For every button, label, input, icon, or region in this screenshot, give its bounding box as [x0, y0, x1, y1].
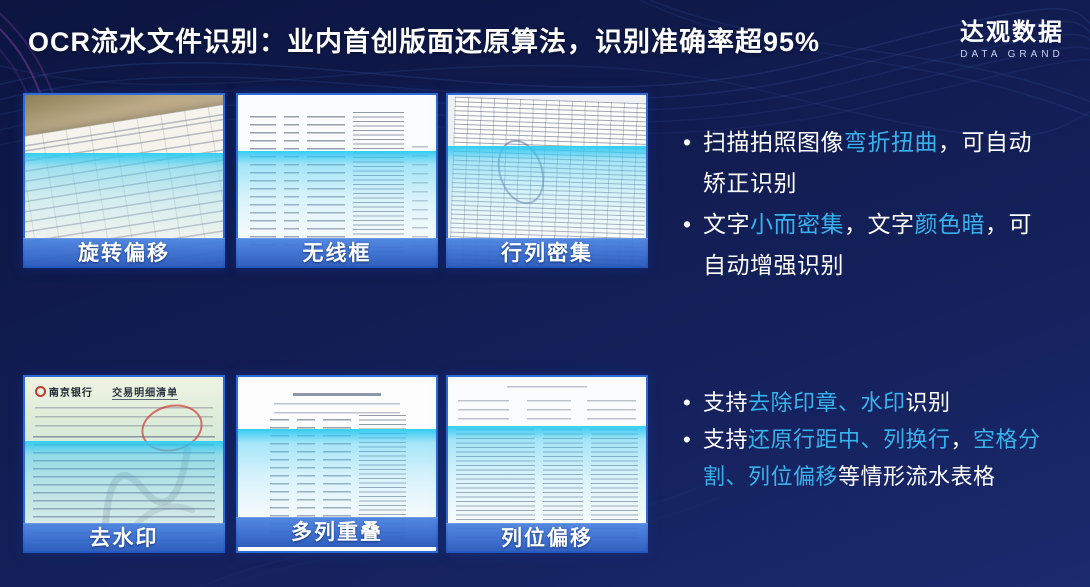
- highlighted-text: 去除印章、水印: [748, 390, 906, 415]
- thumbnail-label: 多列重叠: [236, 517, 438, 547]
- header-text-rows: [507, 385, 587, 393]
- plain-text: ，文字: [844, 211, 915, 237]
- document-title-line: [293, 392, 381, 396]
- thumbnail-label: 行列密集: [446, 238, 648, 268]
- page-title: OCR流水文件识别：业内首创版面还原算法，识别准确率超95%: [28, 27, 821, 57]
- highlighted-text: 颜色暗: [914, 211, 985, 237]
- thumbnail-label: 无线框: [236, 238, 438, 268]
- feature-bullet: 支持还原行距中、列换行，空格分割、列位偏移等情形流水表格: [683, 421, 1075, 495]
- feature-list-bottom: 支持去除印章、水印识别 支持还原行距中、列换行，空格分割、列位偏移等情形流水表格: [683, 384, 1075, 495]
- feature-bullet: 支持去除印章、水印识别: [683, 384, 1075, 421]
- brand-logo-subtitle: DATA GRAND: [960, 49, 1064, 60]
- header-block: [527, 399, 571, 421]
- plain-text: ，可自动增强识别: [703, 211, 1032, 278]
- brand-logo-name: 达观数据: [960, 19, 1064, 46]
- plain-text: ，可自动矫正识别: [703, 129, 1032, 196]
- highlighted-text: 弯折扭曲: [844, 129, 938, 155]
- bank-header: 南京银行: [34, 384, 93, 399]
- plain-text: 识别: [905, 390, 951, 415]
- plain-text: ，: [950, 427, 974, 452]
- highlighted-text: 还原行距中、列换行: [748, 427, 951, 452]
- feature-bullet: 扫描拍照图像弯折扭曲，可自动矫正识别: [683, 122, 1055, 204]
- plain-text: 文字: [703, 211, 750, 237]
- plain-text: 扫描拍照图像: [703, 129, 844, 155]
- sample-thumbnail-no-borders: 无线框: [236, 93, 438, 268]
- sample-thumbnail-overlap: 多列重叠: [236, 375, 438, 553]
- highlighted-text: 小而密集: [750, 211, 844, 237]
- thumbnail-label: 列位偏移: [446, 523, 648, 553]
- plain-text: 支持: [703, 427, 749, 452]
- thumbnail-label: 旋转偏移: [23, 238, 225, 268]
- header-text-rows: [34, 406, 214, 428]
- header-block: [457, 399, 510, 421]
- thumbnail-label: 去水印: [23, 523, 225, 553]
- bank-logo-icon: [34, 385, 46, 397]
- plain-text: 支持: [703, 390, 749, 415]
- feature-bullet: 文字小而密集，文字颜色暗，可自动增强识别: [683, 204, 1055, 286]
- header-block: [586, 399, 637, 421]
- plain-text: 等情形流水表格: [838, 464, 996, 489]
- sample-thumbnail-rotation: 旋转偏移: [23, 93, 225, 268]
- feature-list-top: 扫描拍照图像弯折扭曲，可自动矫正识别 文字小而密集，文字颜色暗，可自动增强识别: [683, 122, 1055, 286]
- statement-title: 交易明细清单: [112, 384, 179, 400]
- highlighted-text: 空格分割、列位偏移: [703, 427, 1041, 489]
- bank-name: 南京银行: [48, 387, 93, 399]
- brand-logo: 达观数据 DATA GRAND: [960, 19, 1064, 61]
- sample-thumbnail-dense-grid: 行列密集: [446, 93, 648, 268]
- sample-thumbnail-watermark: 南京银行 交易明细清单 去水印: [23, 375, 225, 553]
- sample-thumbnail-column-shift: 列位偏移: [446, 375, 648, 553]
- header-text-rows: [273, 403, 401, 414]
